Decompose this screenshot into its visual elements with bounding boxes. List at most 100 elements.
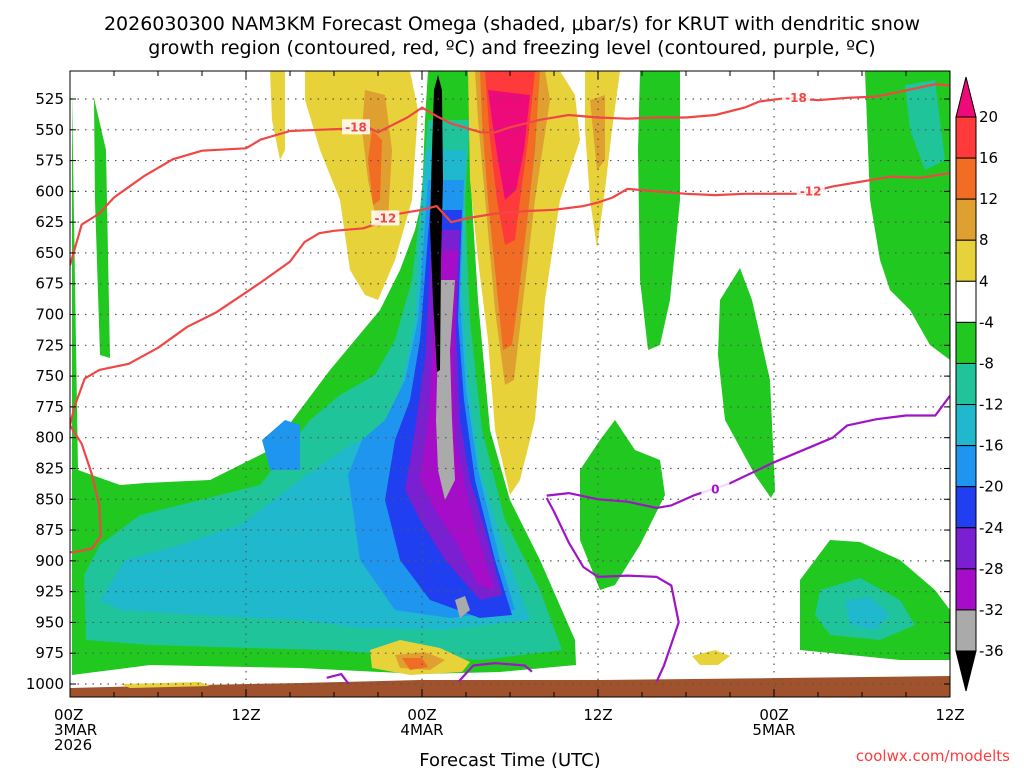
colorbar-swatch — [955, 404, 977, 447]
y-tick-label: 700 — [35, 306, 64, 324]
omega-band-le-minus8 — [905, 80, 945, 170]
credit-text: coolwx.com/modelts — [856, 747, 1010, 765]
y-tick-label: 1000 — [26, 675, 64, 693]
contour-label-bg — [342, 119, 370, 135]
colorbar-swatch — [955, 609, 977, 652]
contour-labels: -18 -18 -12 -12 0 — [342, 89, 825, 497]
y-tick-label: 650 — [35, 244, 64, 262]
colorbar-label: -8 — [979, 354, 994, 372]
colorbar-label: 12 — [979, 190, 998, 208]
colorbar-swatch — [955, 362, 977, 406]
colorbar-label: -24 — [979, 519, 1004, 537]
omega-band-ge-20 — [488, 90, 530, 200]
y-tick-label: 975 — [35, 644, 64, 662]
colorbar: 20 16 12 8 4 -4 -8 -12 -16 -20 -24 -28 -32 -36 — [955, 76, 1004, 692]
colorbar-swatch — [955, 445, 977, 488]
colorbar-label: 8 — [979, 231, 989, 249]
x-tick-label: 00Z — [759, 706, 788, 724]
omega-band-ge-12 — [368, 130, 382, 205]
x-tick-label: 3MAR — [54, 721, 97, 739]
colorbar-bottom-arrow — [955, 650, 977, 692]
omega-band-le-minus16 — [262, 420, 300, 470]
omega-band-ge-4 — [270, 71, 285, 160]
omega-band-ge-4 — [692, 650, 730, 665]
y-tick-label: 725 — [35, 336, 64, 354]
contour-label-bg — [796, 183, 825, 199]
contour-label: 0 — [711, 482, 719, 496]
terrain-highlight — [120, 682, 210, 688]
contour-label: -18 — [345, 120, 367, 134]
colorbar-label: -4 — [979, 313, 994, 331]
x-tick-label: 12Z — [583, 706, 612, 724]
colorbar-top-arrow — [955, 76, 977, 118]
contour-label-bg — [782, 89, 810, 105]
contour-line — [545, 497, 680, 682]
colorbar-label: 16 — [979, 149, 998, 167]
y-tick-label: 550 — [35, 121, 64, 139]
omega-band-ge-minus4 — [638, 71, 680, 350]
chart-title-line-2: growth region (contoured, red, ºC) and f… — [148, 37, 875, 59]
colorbar-swatch — [955, 198, 977, 241]
colorbar-swatch — [955, 116, 977, 159]
omega-band-le-minus12 — [845, 597, 890, 630]
x-tick-label: 2026 — [54, 736, 92, 754]
y-axis: 525 550 575 600 625 650 675 700 725 750 775 800 825 8… — [26, 90, 950, 693]
colorbar-label: -36 — [979, 642, 1004, 660]
colorbar-label: 4 — [979, 272, 989, 290]
colorbar-label: 20 — [979, 108, 998, 126]
contour-label-bg — [371, 210, 400, 226]
omega-band-ge-12 — [402, 658, 428, 670]
y-tick-label: 850 — [35, 490, 64, 508]
contour-label-bg — [701, 481, 730, 497]
y-tick-label: 600 — [35, 182, 64, 200]
y-tick-label: 950 — [35, 613, 64, 631]
omega-band-le-minus32 — [436, 280, 455, 500]
colorbar-swatch — [955, 321, 977, 364]
colorbar-swatch — [955, 527, 977, 570]
colorbar-label: -16 — [979, 437, 1004, 455]
x-tick-label: 5MAR — [752, 721, 795, 739]
y-tick-label: 900 — [35, 552, 64, 570]
y-tick-label: 575 — [35, 152, 64, 170]
contour-line — [70, 171, 950, 426]
omega-band-le-minus32 — [455, 596, 470, 618]
y-tick-label: 925 — [35, 583, 64, 601]
contour-label: -12 — [800, 184, 822, 198]
colorbar-swatch — [955, 568, 977, 611]
omega-band-le-minus36 — [430, 75, 443, 372]
colorbar-label: -32 — [979, 601, 1004, 619]
x-tick-label: 12Z — [935, 706, 964, 724]
colorbar-label: -20 — [979, 478, 1004, 496]
colorbar-swatch — [955, 280, 977, 323]
chart-title-line-1: 2026030300 NAM3KM Forecast Omega (shaded… — [104, 13, 920, 35]
contour-line — [326, 672, 350, 685]
x-axis-title: Forecast Time (UTC) — [419, 750, 600, 768]
x-tick-label: 00Z — [407, 706, 436, 724]
contour-line — [70, 424, 102, 554]
omega-band-ge-minus4 — [94, 98, 110, 358]
y-tick-label: 875 — [35, 521, 64, 539]
x-tick-label: 12Z — [231, 706, 260, 724]
contour-label: -18 — [785, 91, 807, 105]
y-tick-label: 825 — [35, 459, 64, 477]
terrain-surface — [70, 676, 950, 697]
y-tick-label: 775 — [35, 398, 64, 416]
x-tick-label: 00Z — [54, 706, 83, 724]
y-tick-label: 675 — [35, 275, 64, 293]
contour-label: -12 — [374, 211, 396, 225]
colorbar-swatch — [955, 157, 977, 200]
omega-band-ge-minus4 — [580, 420, 665, 590]
y-tick-label: 800 — [35, 429, 64, 447]
colorbar-swatch — [955, 486, 977, 529]
omega-band-ge-minus4 — [718, 268, 775, 498]
omega-shading — [70, 71, 950, 697]
y-tick-label: 625 — [35, 213, 64, 231]
contour-line — [457, 661, 533, 683]
y-tick-label: 750 — [35, 367, 64, 385]
contour-line — [546, 395, 950, 509]
x-tick-label: 4MAR — [400, 721, 443, 739]
colorbar-swatch — [955, 239, 977, 282]
colorbar-label: -28 — [979, 560, 1004, 578]
